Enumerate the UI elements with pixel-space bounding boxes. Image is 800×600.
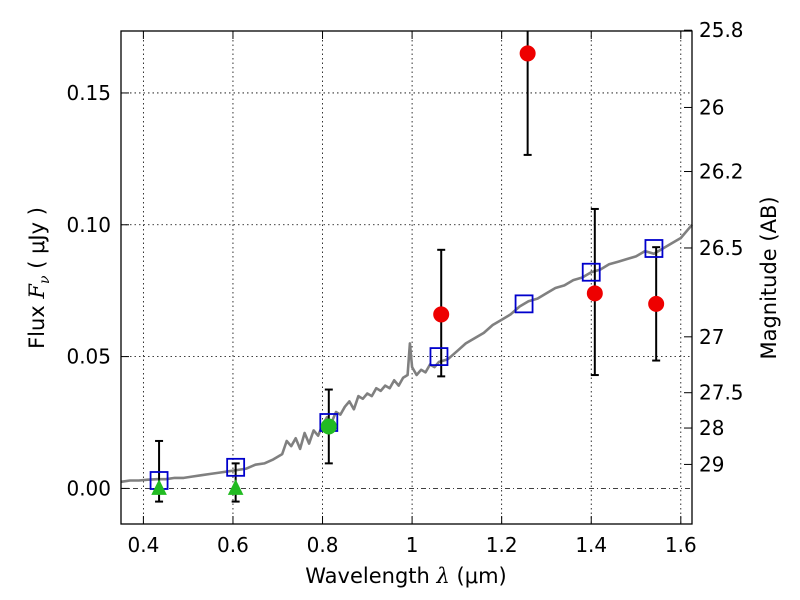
x-tick-label: 0.8 bbox=[307, 533, 339, 557]
y2-tick-label: 26.5 bbox=[699, 236, 744, 260]
grid bbox=[121, 31, 692, 524]
model-point bbox=[226, 457, 246, 477]
frame-layer bbox=[120, 30, 693, 525]
y2-tick-label: 26 bbox=[699, 95, 724, 119]
y-tick-label: 0.10 bbox=[66, 213, 111, 237]
x-tick-label: 0.6 bbox=[217, 533, 249, 557]
plot-frame bbox=[120, 30, 693, 525]
data-point bbox=[320, 418, 337, 435]
markers bbox=[149, 45, 665, 495]
y2-tick-label: 25.8 bbox=[699, 18, 744, 42]
x-tick-label: 1.6 bbox=[665, 533, 697, 557]
y2-tick-label: 27 bbox=[699, 325, 724, 349]
x-axis-label: Wavelength λ (μm) bbox=[305, 564, 506, 588]
y2-tick-label: 26.2 bbox=[699, 160, 744, 184]
ticks bbox=[121, 29, 692, 524]
y-tick-label: 0.15 bbox=[66, 81, 111, 105]
tick-labels: 0.4 0.6 0.8 1 1.2 1.4 1.6 0.00 0.05 0.10 0.15 25.8 2… bbox=[66, 18, 743, 557]
upper-limit-point bbox=[151, 479, 167, 495]
model-point bbox=[429, 347, 449, 366]
errorbars bbox=[155, 31, 661, 503]
model-point bbox=[644, 239, 664, 258]
sed-line bbox=[120, 223, 693, 484]
model-point bbox=[514, 294, 534, 314]
y-tick-label: 0.00 bbox=[66, 476, 111, 500]
y2-axis-label: Magnitude (AB) bbox=[757, 196, 781, 359]
data-point bbox=[519, 45, 536, 62]
y2-tick-label: 27.5 bbox=[699, 381, 744, 405]
y-tick-label: 0.05 bbox=[66, 345, 111, 369]
data-point bbox=[433, 306, 450, 323]
sed-layer bbox=[120, 223, 693, 484]
data-point bbox=[648, 295, 665, 312]
x-tick-label: 1.4 bbox=[575, 533, 607, 557]
upper-limit-point bbox=[227, 479, 244, 495]
x-tick-label: 1.2 bbox=[486, 533, 518, 557]
x-tick-label: 0.4 bbox=[127, 533, 159, 557]
y2-tick-label: 28 bbox=[699, 416, 724, 440]
model-point bbox=[581, 262, 601, 282]
data-point bbox=[586, 285, 603, 302]
y-axis-label: Flux Fν ( μJy ) bbox=[25, 207, 53, 349]
y2-tick-label: 29 bbox=[699, 452, 724, 476]
x-tick-label: 1 bbox=[406, 533, 419, 557]
